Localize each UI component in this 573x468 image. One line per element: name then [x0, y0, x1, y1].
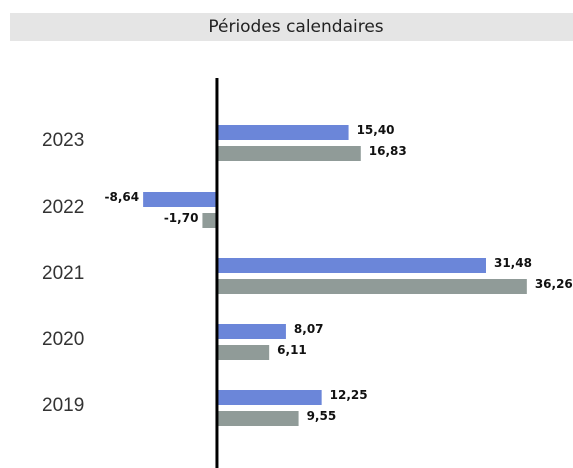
bar — [216, 125, 349, 140]
bar — [216, 390, 322, 405]
value-label: 9,55 — [307, 409, 337, 423]
bar — [216, 411, 299, 426]
category-label: 2022 — [42, 197, 84, 218]
value-label: 8,07 — [294, 322, 324, 336]
value-label: 16,83 — [369, 144, 407, 158]
bar — [202, 213, 217, 228]
category-label: 2019 — [42, 395, 84, 416]
bar — [216, 279, 527, 294]
category-label: 2020 — [42, 329, 84, 350]
category-label: 2023 — [42, 130, 84, 151]
bar — [216, 324, 286, 339]
bar — [216, 146, 361, 161]
value-label: 15,40 — [357, 123, 395, 137]
value-label: -8,64 — [105, 190, 140, 204]
bar — [216, 258, 486, 273]
value-label: 12,25 — [330, 388, 368, 402]
bar — [143, 192, 217, 207]
chart-title: Périodes calendaires — [208, 17, 383, 37]
value-label: 36,26 — [535, 277, 573, 291]
bar — [216, 345, 270, 360]
value-label: -1,70 — [164, 211, 199, 225]
value-label: 31,48 — [494, 256, 532, 270]
category-label: 2021 — [42, 263, 84, 284]
header-bar — [10, 13, 573, 41]
value-label: 6,11 — [277, 343, 307, 357]
